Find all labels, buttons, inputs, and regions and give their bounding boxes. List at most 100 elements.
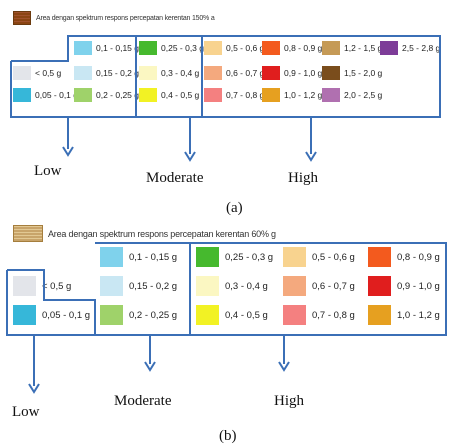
legend-item: 0,15 - 0,2 g <box>100 276 177 296</box>
color-swatch <box>74 88 92 102</box>
legend-item-label: 1,0 - 1,2 g <box>397 309 440 321</box>
color-swatch <box>380 41 398 55</box>
legend-item-label: 0,2 - 0,25 g <box>129 309 178 321</box>
legend-item-label: 2,0 - 2,5 g <box>344 90 383 100</box>
color-swatch <box>139 41 157 55</box>
category-high-label-b: High <box>274 393 304 409</box>
legend-item-label: 0,6 - 0,7 g <box>226 68 265 78</box>
hatch-swatch-icon <box>13 225 43 242</box>
category-moderate-label-b: Moderate <box>114 393 172 409</box>
color-swatch <box>196 247 219 267</box>
low-arrow-head <box>62 146 74 157</box>
moderate-arrow-head <box>184 151 196 162</box>
legend-item: 0,3 - 0,4 g <box>139 66 199 80</box>
legend-item-label: 0,7 - 0,8 g <box>312 309 355 321</box>
legend-item-label: 0,1 - 0,15 g <box>129 251 178 263</box>
color-swatch <box>13 66 31 80</box>
legend-item: 0,5 - 0,6 g <box>283 247 355 267</box>
legend-item: 0,6 - 0,7 g <box>204 66 264 80</box>
legend-item-label: 1,5 - 2,0 g <box>344 68 383 78</box>
legend-item-label: 0,05 - 0,1 g <box>42 309 91 321</box>
color-swatch <box>368 247 391 267</box>
legend-item-label: 0,3 - 0,4 g <box>225 280 268 292</box>
legend-header-a: Area dengan spektrum respons percepatan … <box>13 11 215 25</box>
category-moderate-label-a: Moderate <box>146 170 204 186</box>
legend-item-label: 0,7 - 0,8 g <box>226 90 265 100</box>
legend-item-label: 0,15 - 0,2 g <box>96 68 140 78</box>
legend-item-label: 0,1 - 0,15 g <box>96 43 140 53</box>
color-swatch <box>74 41 92 55</box>
color-swatch <box>13 305 36 325</box>
legend-item-label: 0,05 - 0,1 g <box>35 90 79 100</box>
legend-item-label: 0,9 - 1,0 g <box>284 68 323 78</box>
legend-item-label: < 0,5 g <box>42 280 72 292</box>
legend-item: 0,3 - 0,4 g <box>196 276 268 296</box>
color-swatch <box>100 276 123 296</box>
legend-item-label: 0,25 - 0,3 g <box>161 43 205 53</box>
color-swatch <box>283 247 306 267</box>
legend-item-label: 0,5 - 0,6 g <box>226 43 265 53</box>
category-low-label-a: Low <box>34 163 62 179</box>
legend-item: 0,7 - 0,8 g <box>204 88 264 102</box>
legend-header-b: Area dengan spektrum respons percepatan … <box>13 225 276 242</box>
legend-item: 0,1 - 0,15 g <box>74 41 139 55</box>
category-low-label-b: Low <box>12 404 40 420</box>
legend-item-label: 0,2 - 0,25 g <box>96 90 140 100</box>
legend-item: 2,0 - 2,5 g <box>322 88 382 102</box>
legend-item-label: 2,5 - 2,8 g <box>402 43 441 53</box>
legend-item: 0,4 - 0,5 g <box>196 305 268 325</box>
legend-item: 0,25 - 0,3 g <box>196 247 273 267</box>
low-arrow-head <box>28 383 40 394</box>
legend-item: 1,2 - 1,5 g <box>322 41 382 55</box>
color-swatch <box>100 305 123 325</box>
color-swatch <box>322 66 340 80</box>
legend-item: < 0,5 g <box>13 66 61 80</box>
color-swatch <box>139 88 157 102</box>
color-swatch <box>196 305 219 325</box>
legend-item: 0,8 - 0,9 g <box>368 247 440 267</box>
color-swatch <box>283 305 306 325</box>
legend-item: 2,5 - 2,8 g <box>380 41 440 55</box>
color-swatch <box>204 88 222 102</box>
caption-a: (a) <box>226 200 243 216</box>
legend-item: 0,9 - 1,0 g <box>368 276 440 296</box>
hatch-swatch-icon <box>13 11 31 25</box>
color-swatch <box>13 276 36 296</box>
legend-item: 0,15 - 0,2 g <box>74 66 139 80</box>
color-swatch <box>322 41 340 55</box>
group-outline <box>6 269 96 336</box>
color-swatch <box>283 276 306 296</box>
color-swatch <box>262 41 280 55</box>
color-swatch <box>196 276 219 296</box>
legend-item-label: 0,8 - 0,9 g <box>397 251 440 263</box>
color-swatch <box>322 88 340 102</box>
legend-item-label: 0,4 - 0,5 g <box>161 90 200 100</box>
legend-item: 1,0 - 1,2 g <box>262 88 322 102</box>
legend-item-label: 0,25 - 0,3 g <box>225 251 274 263</box>
group-outline <box>95 242 191 336</box>
legend-item-label: 0,4 - 0,5 g <box>225 309 268 321</box>
group-outline <box>202 35 441 118</box>
legend-header-text: Area dengan spektrum respons percepatan … <box>36 14 215 22</box>
color-swatch <box>74 66 92 80</box>
legend-item-label: 1,2 - 1,5 g <box>344 43 383 53</box>
high-arrow-head <box>305 151 317 162</box>
legend-item-label: 0,5 - 0,6 g <box>312 251 355 263</box>
legend-item: 0,7 - 0,8 g <box>283 305 355 325</box>
color-swatch <box>368 276 391 296</box>
group-outline <box>190 242 447 336</box>
legend-item: 1,0 - 1,2 g <box>368 305 440 325</box>
color-swatch <box>262 88 280 102</box>
legend-item: 0,1 - 0,15 g <box>100 247 177 267</box>
legend-header-text: Area dengan spektrum respons percepatan … <box>48 228 276 239</box>
legend-item: 0,25 - 0,3 g <box>139 41 204 55</box>
legend-item: 0,2 - 0,25 g <box>100 305 177 325</box>
group-outline <box>136 35 203 118</box>
legend-item-label: 0,3 - 0,4 g <box>161 68 200 78</box>
legend-item: 0,5 - 0,6 g <box>204 41 264 55</box>
color-swatch <box>100 247 123 267</box>
legend-item-label: 1,0 - 1,2 g <box>284 90 323 100</box>
legend-item: 1,5 - 2,0 g <box>322 66 382 80</box>
